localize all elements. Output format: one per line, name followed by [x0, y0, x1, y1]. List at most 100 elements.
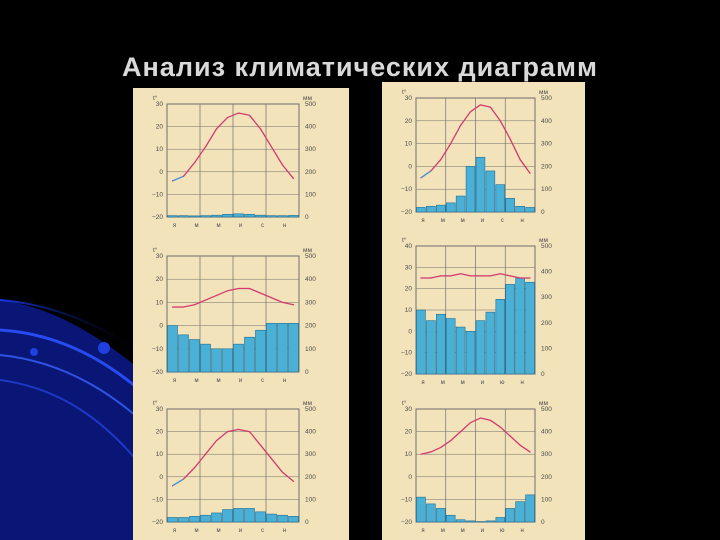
- temperature-point: [499, 120, 501, 122]
- precipitation-tick-label: 300: [541, 294, 552, 301]
- temperature-tick-label: −20: [401, 209, 412, 216]
- temperature-line-segment: [440, 143, 452, 160]
- temperature-line-segment: [259, 444, 273, 460]
- temperature-unit-label: t°: [153, 94, 158, 102]
- precipitation-bar: [485, 170, 496, 213]
- precipitation-tick-label: 300: [305, 146, 316, 153]
- precipitation-bar: [505, 508, 515, 523]
- temperature-tick-label: −20: [152, 214, 163, 221]
- month-label: м: [441, 218, 445, 224]
- precipitation-tick-label: 100: [541, 496, 552, 503]
- temperature-line-segment: [270, 458, 284, 473]
- temperature-point: [281, 164, 284, 166]
- precipitation-bar: [244, 508, 255, 523]
- precipitation-bar: [211, 214, 222, 218]
- temperature-point: [259, 128, 262, 130]
- temperature-line-segment: [248, 114, 262, 130]
- temperature-point: [469, 275, 472, 277]
- precipitation-tick-label: 200: [541, 320, 552, 327]
- temperature-tick-label: −10: [152, 191, 163, 198]
- temperature-line-segment: [227, 428, 239, 433]
- precipitation-tick-label: 400: [541, 118, 552, 125]
- temperature-point: [469, 421, 472, 424]
- temperature-line-segment: [182, 162, 196, 177]
- temperature-line-segment: [281, 164, 295, 179]
- temperature-tick-label: 40: [405, 243, 413, 250]
- precipitation-bar: [426, 206, 436, 213]
- month-label: м: [194, 378, 198, 384]
- temperature-point: [440, 275, 442, 277]
- precipitation-bar: [255, 214, 266, 218]
- month-label: и: [239, 378, 242, 384]
- temperature-line-segment: [440, 440, 452, 448]
- temperature-tick-label: 0: [408, 163, 412, 170]
- precipitation-bar: [465, 520, 476, 523]
- precipitation-unit-label: мм: [539, 400, 548, 407]
- temperature-tick-label: 20: [405, 429, 413, 436]
- precipitation-tick-label: 0: [541, 371, 545, 378]
- month-label: н: [520, 380, 523, 386]
- precipitation-bar: [222, 509, 233, 523]
- temperature-line-segment: [248, 431, 262, 446]
- month-label: м: [194, 223, 198, 229]
- precipitation-tick-label: 100: [541, 345, 552, 352]
- month-label: м: [461, 528, 465, 534]
- precipitation-bar: [455, 326, 466, 375]
- temperature-point: [270, 458, 273, 460]
- precipitation-tick-label: 300: [305, 451, 316, 458]
- month-label: я: [421, 528, 424, 534]
- temperature-point: [215, 128, 218, 130]
- month-label: м: [441, 380, 445, 386]
- temperature-point: [182, 175, 185, 177]
- precipitation-bar: [436, 313, 446, 375]
- temperature-point: [450, 440, 452, 442]
- temperature-point: [292, 480, 295, 482]
- temperature-point: [193, 162, 196, 164]
- precipitation-bar: [525, 494, 535, 523]
- precipitation-bar: [200, 215, 211, 218]
- precipitation-bar: [426, 320, 436, 375]
- temperature-tick-label: 20: [156, 276, 164, 283]
- temperature-line-segment: [204, 128, 218, 148]
- precipitation-tick-label: 0: [541, 519, 545, 526]
- precipitation-tick-label: 400: [305, 429, 316, 436]
- precipitation-bar: [455, 519, 466, 523]
- temperature-unit-label: t°: [153, 399, 158, 407]
- precipitation-bar: [445, 202, 456, 213]
- temperature-tick-label: 20: [156, 124, 164, 131]
- precipitation-tick-label: 500: [541, 95, 552, 102]
- temperature-tick-label: −10: [401, 496, 412, 503]
- precipitation-bar: [416, 496, 426, 523]
- precipitation-bar: [525, 281, 535, 375]
- temperature-point: [182, 306, 185, 308]
- precipitation-tick-label: 200: [305, 474, 316, 481]
- temperature-point: [509, 435, 511, 437]
- temperature-line-segment: [282, 471, 294, 482]
- precipitation-bar: [445, 318, 456, 375]
- month-label: н: [520, 528, 523, 534]
- temperature-point: [215, 440, 218, 442]
- temperature-line-segment: [249, 287, 261, 294]
- temperature-tick-label: −10: [401, 350, 412, 357]
- precipitation-tick-label: 0: [305, 369, 309, 376]
- precipitation-bar: [167, 325, 178, 373]
- slide-title: Анализ климатических диаграмм: [122, 52, 598, 82]
- precipitation-tick-label: 200: [305, 323, 316, 330]
- temperature-line-segment: [509, 138, 521, 160]
- precipitation-bar: [244, 213, 255, 218]
- temperature-point: [440, 446, 442, 449]
- temperature-point: [215, 294, 218, 297]
- temperature-unit-label: t°: [402, 399, 407, 407]
- temperature-point: [509, 138, 511, 140]
- precipitation-unit-label: мм: [303, 247, 312, 254]
- temperature-point: [204, 146, 207, 148]
- temperature-point: [450, 275, 452, 277]
- precipitation-bar: [505, 198, 515, 213]
- temperature-point: [193, 467, 196, 469]
- month-label: м: [216, 223, 220, 229]
- precipitation-bar: [495, 184, 506, 213]
- temperature-point: [460, 431, 462, 433]
- month-label: и: [481, 218, 484, 224]
